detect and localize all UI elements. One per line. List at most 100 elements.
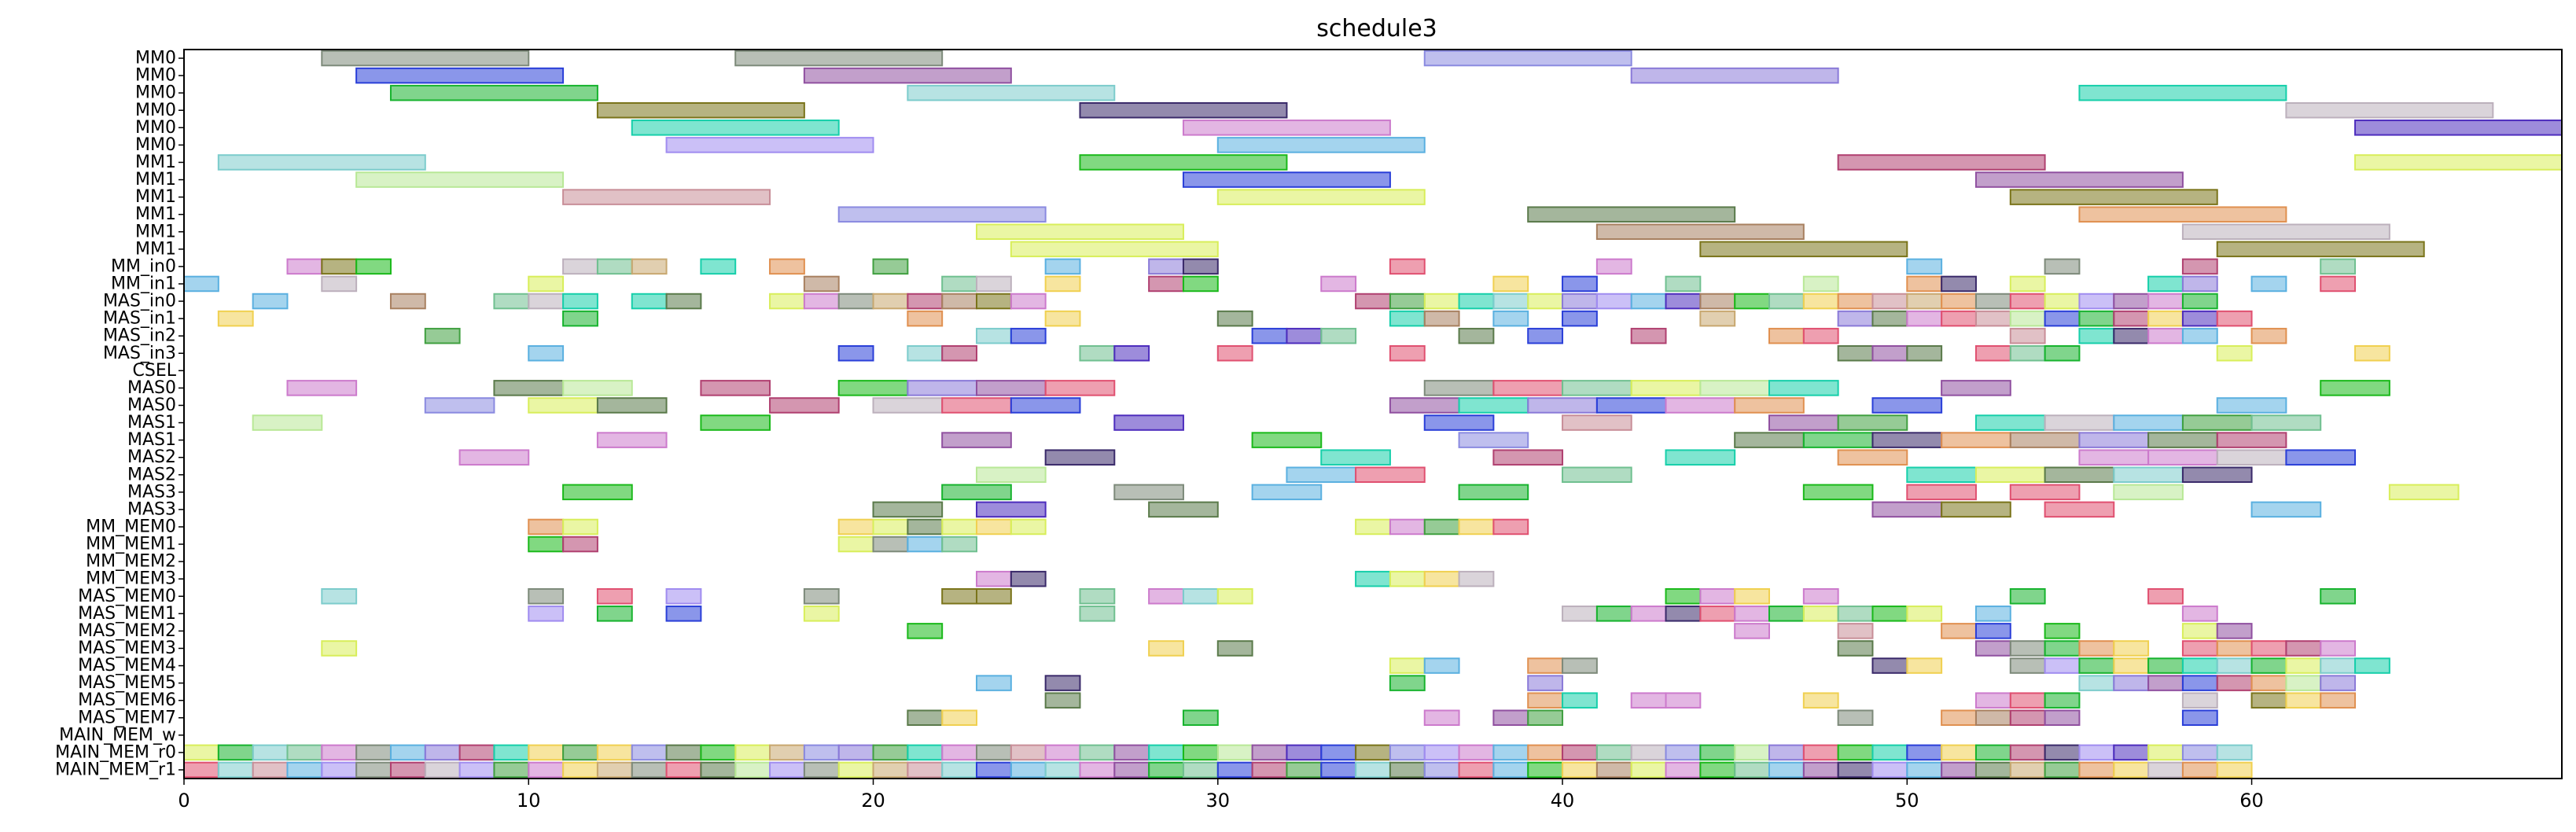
task-bar [1010, 570, 1047, 587]
task-bar [562, 484, 633, 501]
task-bar [2009, 293, 2046, 310]
x-tick-label: 40 [1551, 790, 1575, 812]
task-bar [2285, 640, 2322, 657]
task-bar [1906, 606, 1943, 622]
task-bar [872, 761, 909, 779]
task-bar [1389, 397, 1460, 414]
task-bar [1216, 761, 1253, 779]
task-bar [1665, 587, 1702, 605]
task-bar [528, 344, 565, 362]
task-bar [1492, 744, 1529, 761]
task-bar [321, 275, 358, 293]
task-bar [665, 744, 702, 761]
task-bar [183, 761, 219, 779]
task-bar [1562, 761, 1598, 779]
task-bar [424, 327, 461, 344]
task-bar [562, 258, 598, 275]
task-bar [2009, 692, 2046, 709]
task-bar [1148, 258, 1184, 275]
task-bar [562, 744, 598, 761]
y-tick-label: MM_MEM2 [86, 552, 176, 572]
y-tick-label: MM_in0 [111, 256, 176, 276]
task-bar [1699, 241, 1908, 258]
task-bar [1837, 449, 1908, 466]
task-bar [2078, 675, 2115, 691]
task-bar [1389, 570, 1426, 587]
task-bar [493, 761, 530, 779]
task-bar [1148, 587, 1184, 605]
task-bar [528, 744, 565, 761]
task-bar [1286, 761, 1323, 779]
task-bar [1871, 501, 1943, 518]
task-bar [1768, 761, 1805, 779]
task-bar [1182, 744, 1219, 761]
task-bar [1458, 570, 1495, 587]
y-tick-label: MAS_in1 [103, 309, 176, 329]
task-bar [1974, 344, 2011, 362]
task-bar [2009, 432, 2081, 448]
task-bar [1837, 606, 1874, 622]
task-bar [2078, 432, 2150, 448]
task-bar [1562, 466, 1632, 484]
task-bar [2113, 310, 2150, 327]
task-bar [1216, 344, 1253, 362]
task-bar [1355, 518, 1391, 536]
task-bar [321, 640, 358, 657]
task-bar [941, 344, 978, 362]
task-bar [976, 293, 1012, 310]
task-bar [596, 587, 633, 605]
task-bar [1906, 275, 1943, 293]
task-bar [1802, 327, 1839, 344]
y-tick-label: MAS3 [127, 499, 176, 519]
task-bar [1079, 606, 1116, 622]
task-bar [2044, 293, 2081, 310]
task-bar [2009, 587, 2046, 605]
task-bar [1630, 761, 1667, 779]
task-bar [596, 606, 633, 622]
task-bar [321, 761, 358, 779]
task-bar [2250, 501, 2322, 518]
task-bar [1389, 744, 1426, 761]
task-bar [1458, 327, 1495, 344]
task-bar [1906, 761, 1943, 779]
task-bar [907, 761, 944, 779]
task-bar [1941, 310, 1977, 327]
task-bar [837, 206, 1047, 223]
task-bar [1871, 344, 1908, 362]
task-bar [2113, 293, 2150, 310]
y-tick-label: MAIN_MEM_w [59, 725, 176, 745]
task-bar [493, 380, 565, 396]
task-bar [907, 744, 944, 761]
task-bar [1734, 606, 1770, 622]
task-bar [837, 761, 874, 779]
task-bar [2181, 414, 2253, 431]
y-tick-label: MM0 [135, 49, 176, 68]
task-bar [2181, 623, 2218, 639]
task-bar [1906, 344, 1943, 362]
task-bar [2078, 640, 2115, 657]
task-bar [2388, 484, 2460, 501]
task-bar [1010, 761, 1047, 779]
task-bar [976, 380, 1047, 396]
task-bar [1010, 327, 1047, 344]
task-bar [2181, 606, 2218, 622]
task-bar [1699, 310, 1736, 327]
task-bar [528, 587, 565, 605]
task-bar [1974, 623, 2011, 639]
task-bar [872, 501, 944, 518]
task-bar [2354, 344, 2390, 362]
task-bar [2181, 709, 2218, 727]
task-bar [1595, 397, 1667, 414]
task-bar [837, 344, 874, 362]
task-bar [976, 466, 1047, 484]
task-bar [1630, 744, 1667, 761]
x-tick-label: 10 [517, 790, 541, 812]
task-bar [1527, 744, 1564, 761]
task-bar [2250, 275, 2287, 293]
task-bar [2078, 84, 2287, 101]
task-bar [1699, 761, 1736, 779]
task-bar [2113, 640, 2150, 657]
task-bar [2044, 258, 2081, 275]
task-bar [1079, 101, 1288, 119]
task-bar [2044, 744, 2081, 761]
